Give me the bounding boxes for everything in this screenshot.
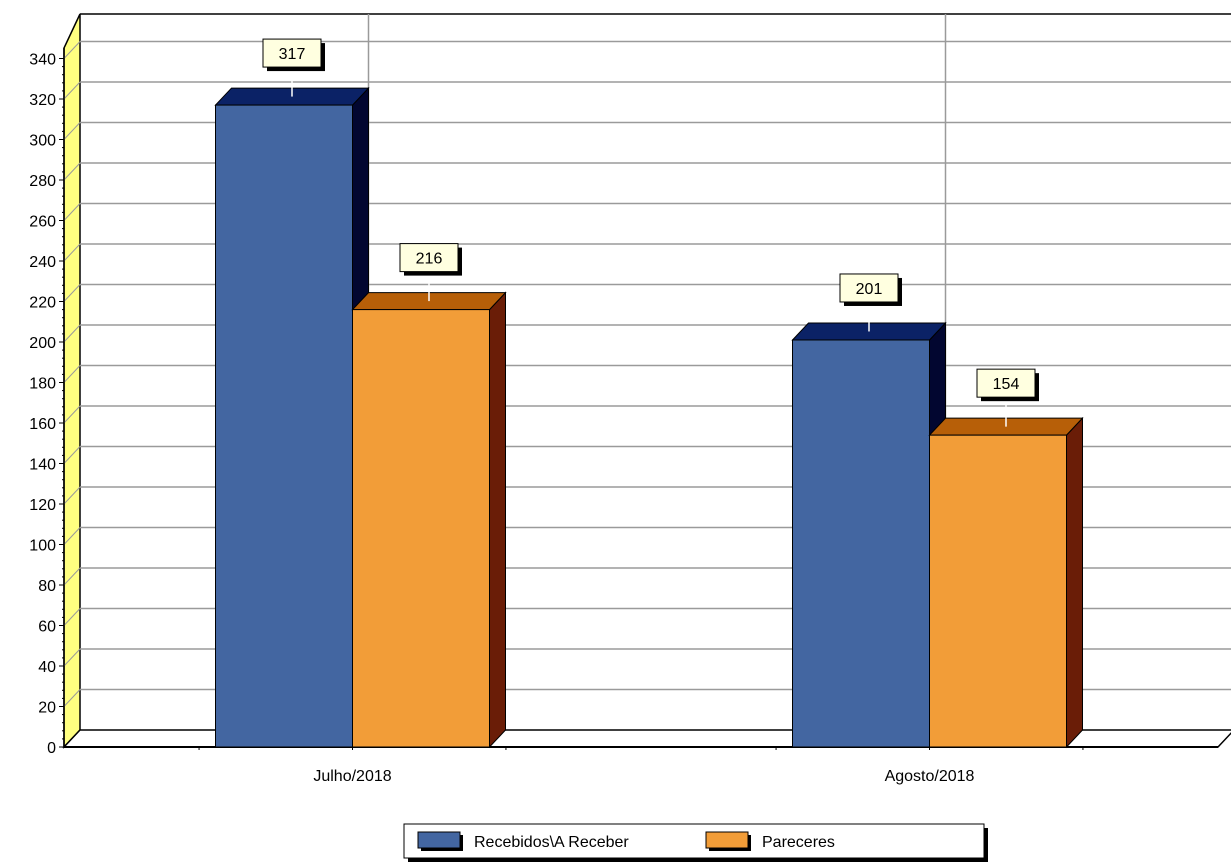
wall-gridline — [63, 648, 81, 667]
y-tick-label: 300 — [29, 133, 56, 150]
data-label: 317 — [279, 46, 306, 63]
bars — [214, 86, 1084, 749]
legend-label: Pareceres — [762, 834, 835, 851]
bar — [215, 104, 353, 748]
y-tick-label: 120 — [29, 497, 56, 514]
y-tick-label: 100 — [29, 538, 56, 555]
bar-side — [1066, 416, 1083, 749]
y-tick-label: 240 — [29, 254, 56, 271]
wall-gridline — [63, 122, 81, 140]
bar — [792, 339, 930, 748]
data-label: 201 — [856, 281, 883, 298]
legend: Recebidos\A Receber Pareceres — [403, 823, 988, 862]
wall-gridline — [63, 284, 81, 302]
wall-gridline — [63, 527, 81, 545]
legend-swatch — [705, 831, 749, 849]
wall-gridline — [63, 567, 81, 586]
bar-side — [489, 291, 506, 749]
data-label-box — [976, 368, 1036, 398]
wall-gridline — [63, 203, 81, 221]
y-tick-label: 20 — [38, 700, 56, 717]
wall-gridline — [63, 324, 81, 343]
data-label: 216 — [416, 251, 443, 268]
y-tick-label: 0 — [47, 740, 56, 757]
wall-gridline — [63, 243, 81, 262]
y-tick-label: 80 — [38, 578, 56, 595]
wall-gridline — [63, 162, 81, 181]
y-tick-label: 180 — [29, 376, 56, 393]
wall-gridline — [63, 689, 81, 707]
y-tick-label: 280 — [29, 173, 56, 190]
legend-swatch — [417, 831, 461, 849]
y-tick-label: 160 — [29, 416, 56, 433]
legend-label: Recebidos\A Receber — [474, 834, 629, 851]
y-tick-label: 340 — [29, 52, 56, 69]
y-tick-label: 320 — [29, 92, 56, 109]
wall-gridline — [63, 608, 81, 626]
data-label-box — [399, 243, 459, 273]
y-tick-label: 200 — [29, 335, 56, 352]
wall-gridline — [63, 365, 81, 383]
y-tick-label: 220 — [29, 295, 56, 312]
data-labels: 317 216 201 154 — [262, 38, 1039, 427]
bar — [352, 309, 490, 748]
y-tick-label: 40 — [38, 659, 56, 676]
x-tick-label: Agosto/2018 — [885, 768, 975, 785]
wall-gridline — [63, 41, 81, 59]
wall-gridline — [63, 81, 81, 100]
data-label-box — [839, 273, 899, 303]
data-label-box — [262, 38, 322, 68]
wall-gridline — [63, 446, 81, 464]
wall-gridline — [63, 405, 81, 424]
y-tick-label: 260 — [29, 214, 56, 231]
y-tick-label: 60 — [38, 619, 56, 636]
x-tick-label: Julho/2018 — [313, 768, 391, 785]
wall-gridline — [63, 486, 81, 505]
bar — [929, 434, 1067, 748]
legend-box — [403, 823, 985, 859]
data-label: 154 — [993, 376, 1020, 393]
y-tick-label: 140 — [29, 457, 56, 474]
